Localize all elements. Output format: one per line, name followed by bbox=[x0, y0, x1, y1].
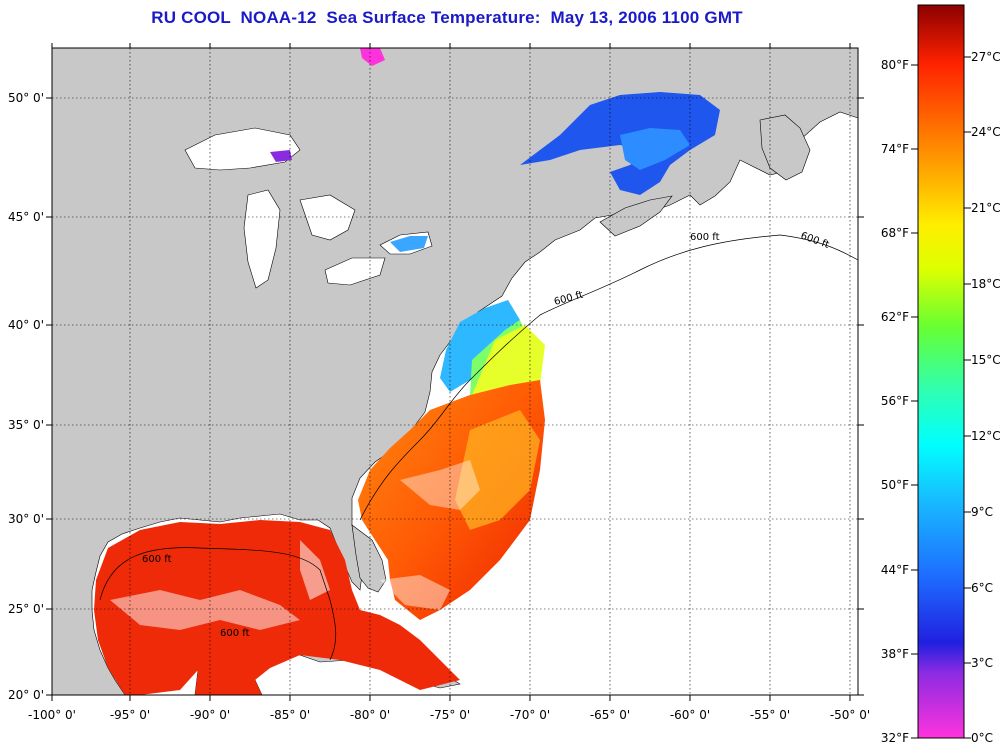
lon-label: -90° 0' bbox=[190, 708, 230, 722]
celsius-label: 27°C bbox=[971, 50, 1001, 64]
fahrenheit-label: 74°F bbox=[881, 142, 909, 156]
fahrenheit-label: 44°F bbox=[881, 563, 909, 577]
contour-label-4: 600 ft bbox=[690, 232, 720, 243]
celsius-label: 21°C bbox=[971, 201, 1001, 215]
celsius-label: 3°C bbox=[971, 656, 993, 670]
gulf-st-lawrence-sst bbox=[520, 92, 720, 195]
lon-label: -50° 0' bbox=[830, 708, 870, 722]
celsius-label: 24°C bbox=[971, 125, 1001, 139]
colorbar-ticks: 80°F 74°F 68°F 62°F 56°F 50°F 44°F 38°F 32°F 27°C… bbox=[881, 50, 1001, 745]
contour-label-1: 600 ft bbox=[142, 554, 172, 565]
fahrenheit-label: 38°F bbox=[881, 647, 909, 661]
lon-label: -75° 0' bbox=[430, 708, 470, 722]
fahrenheit-label: 80°F bbox=[881, 58, 909, 72]
lat-label: 40° 0' bbox=[8, 318, 44, 332]
axis-labels: -100° 0' -95° 0' -90° 0' -85° 0' -80° 0' -75°… bbox=[8, 91, 870, 722]
lon-label: -65° 0' bbox=[590, 708, 630, 722]
fahrenheit-label: 32°F bbox=[881, 731, 909, 745]
lon-label: -85° 0' bbox=[270, 708, 310, 722]
celsius-label: 15°C bbox=[971, 353, 1001, 367]
contour-label-2: 600 ft bbox=[220, 628, 250, 639]
lon-label: -100° 0' bbox=[28, 708, 76, 722]
celsius-label: 0°C bbox=[971, 731, 993, 745]
great-lakes bbox=[184, 127, 433, 289]
cloud-gaps bbox=[110, 460, 480, 630]
nova-scotia-land bbox=[599, 195, 673, 237]
lat-label: 20° 0' bbox=[8, 688, 44, 702]
map-area: 600 ft 600 ft 600 ft 600 ft 600 ft bbox=[51, 47, 859, 696]
gulf-of-mexico-sst bbox=[94, 520, 460, 695]
lake-ontario-sst bbox=[390, 236, 428, 252]
celsius-label: 18°C bbox=[971, 277, 1001, 291]
lon-label: -80° 0' bbox=[350, 708, 390, 722]
celsius-label: 6°C bbox=[971, 581, 993, 595]
florida-land bbox=[351, 524, 387, 593]
lake-superior-sst bbox=[270, 150, 292, 162]
sargasso-yellow bbox=[455, 410, 540, 530]
fahrenheit-label: 62°F bbox=[881, 310, 909, 324]
lat-label: 30° 0' bbox=[8, 512, 44, 526]
newfoundland-land bbox=[759, 114, 811, 181]
map-title: RU COOL NOAA-12 Sea Surface Temperature:… bbox=[151, 8, 743, 27]
celsius-label: 12°C bbox=[971, 429, 1001, 443]
map-frame bbox=[51, 47, 859, 696]
lat-label: 25° 0' bbox=[8, 602, 44, 616]
mid-atlantic-sst bbox=[440, 300, 520, 392]
lon-label: -55° 0' bbox=[750, 708, 790, 722]
isobath-600ft bbox=[99, 234, 859, 661]
fahrenheit-label: 50°F bbox=[881, 478, 909, 492]
celsius-label: 9°C bbox=[971, 505, 993, 519]
colorbar bbox=[917, 4, 965, 739]
lat-label: 35° 0' bbox=[8, 418, 44, 432]
fahrenheit-label: 56°F bbox=[881, 394, 909, 408]
lon-label: -95° 0' bbox=[110, 708, 150, 722]
lat-label: 50° 0' bbox=[8, 91, 44, 105]
fahrenheit-label: 68°F bbox=[881, 226, 909, 240]
lat-lon-grid bbox=[46, 43, 864, 701]
gulf-st-lawrence-warm bbox=[620, 128, 690, 170]
lat-label: 45° 0' bbox=[8, 210, 44, 224]
james-bay-sst bbox=[360, 48, 385, 66]
lon-label: -60° 0' bbox=[670, 708, 710, 722]
lon-label: -70° 0' bbox=[510, 708, 550, 722]
